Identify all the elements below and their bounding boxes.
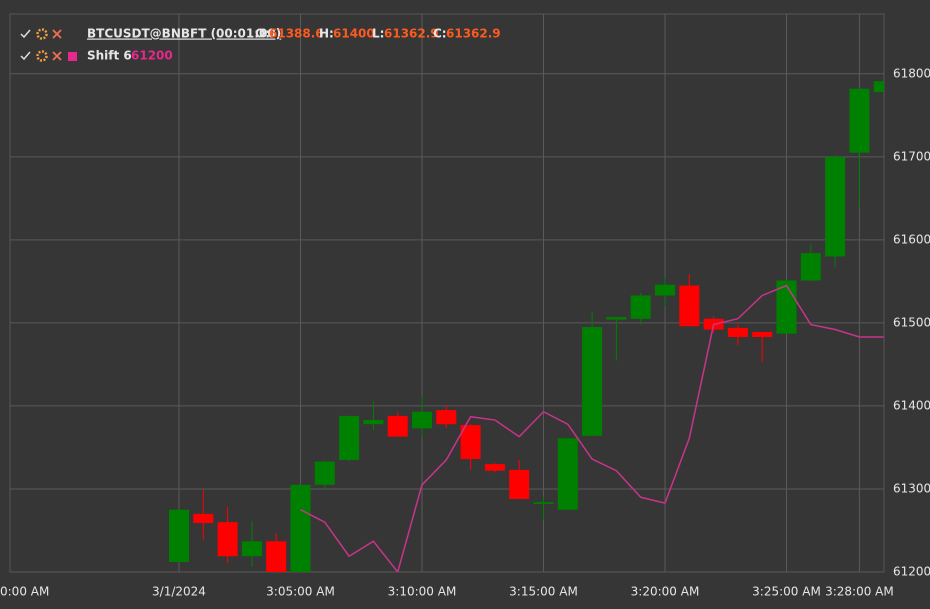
candle-body bbox=[290, 484, 311, 572]
gear-icon[interactable] bbox=[36, 50, 48, 62]
candle-body bbox=[169, 509, 189, 563]
candle-body bbox=[193, 513, 214, 524]
o-label: O: bbox=[255, 27, 270, 41]
y-tick-label: 61700 bbox=[893, 149, 930, 163]
candle-body bbox=[241, 541, 262, 557]
y-tick-label: 61600 bbox=[893, 232, 930, 246]
x-tick-label: 3:28:00 AM bbox=[825, 585, 894, 599]
l-value: 61362.9 bbox=[384, 27, 439, 41]
candle-body bbox=[460, 425, 481, 460]
c-value: 61362.9 bbox=[446, 27, 501, 41]
candle-body bbox=[387, 415, 408, 437]
close-icon[interactable] bbox=[52, 51, 62, 61]
x-tick-label: 3:25:00 AM bbox=[752, 585, 821, 599]
candle-body bbox=[533, 502, 554, 504]
candle-body bbox=[606, 317, 627, 320]
candle-body bbox=[266, 541, 287, 572]
y-tick-label: 61300 bbox=[893, 481, 930, 495]
candle-body bbox=[557, 438, 578, 510]
indicator-value: 61200 bbox=[131, 49, 173, 63]
candle-body bbox=[412, 411, 432, 429]
candle-body bbox=[314, 461, 335, 485]
x-tick-label: 3/1/2024 bbox=[152, 585, 206, 599]
x-tick-label: 3:15:00 AM bbox=[509, 585, 578, 599]
candle-body bbox=[655, 284, 675, 296]
candle-body bbox=[752, 332, 773, 338]
marks bbox=[169, 80, 884, 572]
y-tick-label: 61800 bbox=[893, 66, 930, 80]
x-tick-label: 3:05:00 AM bbox=[266, 585, 335, 599]
candle-body bbox=[339, 415, 360, 460]
legend: BTCUSDT@BNBFT (00:01:00) O: 61388.6 H: 6… bbox=[20, 27, 501, 63]
shift-line bbox=[300, 284, 884, 572]
candle-body bbox=[217, 522, 238, 557]
close-icon[interactable] bbox=[52, 29, 62, 39]
y-tick-label: 61500 bbox=[893, 315, 930, 329]
candle-body bbox=[630, 295, 651, 319]
y-tick-label: 61200 bbox=[893, 565, 930, 579]
candle-body bbox=[800, 253, 821, 281]
h-label: H: bbox=[319, 27, 334, 41]
x-tick-label: 3:10:00 AM bbox=[388, 585, 457, 599]
x-tick-label: 3:20:00 AM bbox=[631, 585, 700, 599]
o-value: 61388.6 bbox=[269, 27, 324, 41]
y-tick-label: 61400 bbox=[893, 398, 930, 412]
candle-body bbox=[509, 469, 530, 499]
candle-body bbox=[363, 420, 384, 425]
symbol[interactable]: BTCUSDT@BNBFT (00:01:00) bbox=[87, 27, 281, 41]
candle-body bbox=[849, 88, 870, 153]
check-icon[interactable] bbox=[20, 51, 31, 61]
l-label: L: bbox=[372, 27, 384, 41]
candle-body bbox=[825, 156, 846, 257]
candle-body bbox=[873, 81, 884, 93]
candle-body bbox=[484, 464, 505, 471]
gear-icon[interactable] bbox=[36, 28, 48, 40]
candle-body bbox=[582, 327, 603, 436]
h-value: 61400 bbox=[333, 27, 375, 41]
indicator-name: Shift 6 bbox=[87, 49, 132, 63]
candle-body bbox=[727, 327, 748, 338]
candle-body bbox=[436, 410, 457, 425]
c-label: C: bbox=[433, 27, 447, 41]
x-edge-label: 0:00 AM bbox=[0, 585, 49, 599]
candle-body bbox=[679, 285, 700, 327]
indicator-swatch bbox=[68, 52, 77, 61]
check-icon[interactable] bbox=[20, 29, 31, 39]
